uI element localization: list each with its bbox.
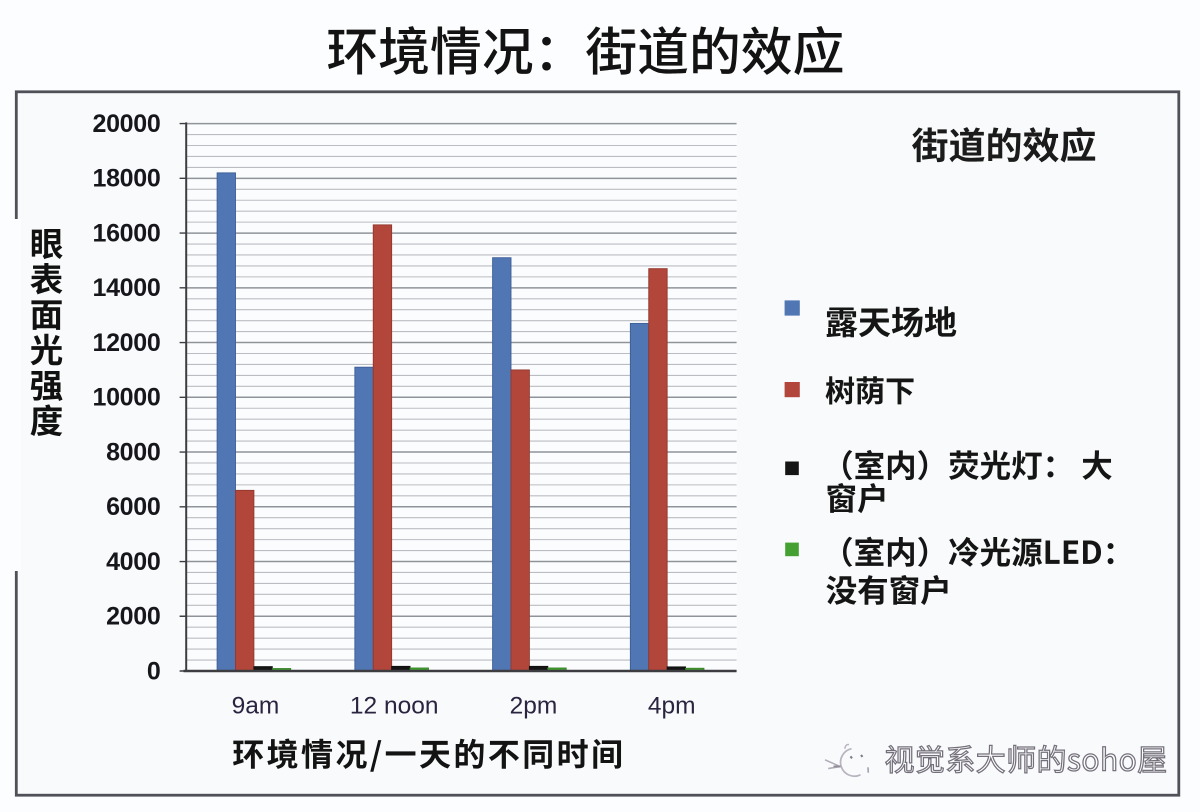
svg-text:6000: 6000 — [106, 493, 160, 521]
svg-text:10000: 10000 — [92, 384, 160, 412]
svg-text:14000: 14000 — [92, 274, 160, 302]
svg-text:8000: 8000 — [106, 438, 160, 466]
svg-text:12 noon: 12 noon — [350, 693, 439, 720]
svg-text:4pm: 4pm — [648, 693, 696, 720]
svg-text:18000: 18000 — [92, 165, 160, 193]
svg-text:16000: 16000 — [92, 219, 160, 247]
svg-text:2pm: 2pm — [510, 693, 558, 720]
svg-text:20000: 20000 — [92, 110, 160, 138]
svg-text:9am: 9am — [232, 693, 280, 720]
svg-text:0: 0 — [147, 657, 161, 685]
svg-text:4000: 4000 — [106, 548, 160, 576]
svg-text:12000: 12000 — [92, 329, 160, 357]
svg-text:2000: 2000 — [106, 603, 160, 631]
